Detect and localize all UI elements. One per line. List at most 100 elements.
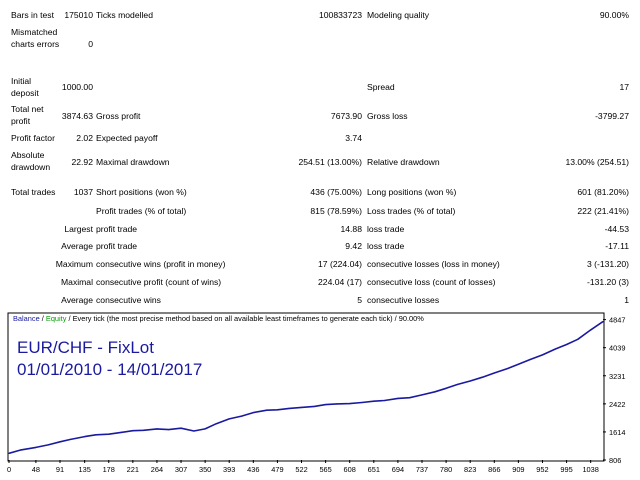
ticks-modelled-value: 100833723 bbox=[318, 10, 362, 20]
bars-in-test-label: Bars in test bbox=[11, 10, 54, 20]
gross-profit-label: Gross profit bbox=[96, 111, 141, 121]
y-tick-label-4: 1614 bbox=[609, 428, 625, 437]
legend-rest: / Every tick (the most precise method ba… bbox=[66, 314, 424, 323]
average-consec-wins-label: consecutive wins bbox=[96, 295, 161, 305]
series-point-8 bbox=[108, 433, 110, 435]
mismatched-label: Mismatched charts errors bbox=[11, 27, 60, 49]
maximal-wins-label: consecutive profit (count of wins) bbox=[96, 277, 222, 287]
total-net-profit-value: 3874.63 bbox=[61, 111, 93, 121]
series-point-26 bbox=[325, 404, 327, 406]
series-point-3 bbox=[47, 444, 49, 446]
loss-trades-label: Loss trades (% of total) bbox=[367, 206, 456, 216]
x-tick-label-10: 436 bbox=[247, 465, 259, 474]
x-tick-label-0: 0 bbox=[7, 465, 11, 474]
x-tick-label-2: 91 bbox=[56, 465, 64, 474]
total-trades-label: Total trades bbox=[11, 187, 56, 197]
average-profit-value: 9.42 bbox=[345, 241, 362, 251]
profit-factor-value: 2.02 bbox=[76, 133, 93, 143]
series-point-19 bbox=[241, 415, 243, 417]
x-tick-label-16: 694 bbox=[392, 465, 404, 474]
initial-deposit-label: Initial deposit bbox=[11, 76, 39, 98]
absolute-drawdown-label: Absolute drawdown bbox=[11, 150, 51, 172]
y-tick-label-5: 806 bbox=[609, 456, 621, 465]
spread-label: Spread bbox=[367, 82, 395, 92]
x-tick-label-23: 995 bbox=[560, 465, 572, 474]
series-point-24 bbox=[300, 406, 303, 408]
maximal-losses-value: -131.20 (3) bbox=[586, 277, 629, 287]
series-point-31 bbox=[383, 399, 386, 402]
series-point-23 bbox=[288, 407, 290, 409]
x-tick-label-19: 823 bbox=[464, 465, 476, 474]
profit-trades-value: 815 (78.59%) bbox=[310, 206, 362, 216]
chart-title-dates: 01/01/2010 - 14/01/2017 bbox=[17, 360, 202, 379]
x-tick-label-17: 737 bbox=[416, 465, 428, 474]
maximum-prefix: Maximum bbox=[55, 259, 93, 269]
average-prefix: Average bbox=[61, 241, 93, 251]
series-line-balance bbox=[8, 320, 604, 455]
gross-loss-value: -3799.27 bbox=[595, 111, 629, 121]
x-tick-label-4: 178 bbox=[103, 465, 115, 474]
series-point-30 bbox=[373, 400, 375, 402]
balance-chart-svg: 0 48 91 135 178 221 264 307 350 393 436 479 522 565 60… bbox=[7, 312, 625, 474]
total-net-profit-label: Total net profit bbox=[11, 104, 44, 126]
largest-loss-value: -44.53 bbox=[604, 224, 629, 234]
relative-drawdown-label: Relative drawdown bbox=[367, 157, 440, 167]
x-tick-label-14: 608 bbox=[344, 465, 356, 474]
x-tick-label-20: 866 bbox=[488, 465, 500, 474]
long-positions-value: 601 (81.20%) bbox=[577, 187, 629, 197]
series-point-4 bbox=[59, 441, 61, 443]
maximal-wins-value: 224.04 (17) bbox=[318, 277, 362, 287]
series-point-45 bbox=[554, 348, 557, 350]
expected-payoff-label: Expected payoff bbox=[96, 133, 158, 143]
maximum-wins-value: 17 (224.04) bbox=[318, 259, 362, 269]
bars-in-test-value: 175010 bbox=[64, 10, 93, 20]
maximum-wins-label: consecutive wins (profit in money) bbox=[96, 259, 226, 269]
series-point-33 bbox=[409, 397, 411, 399]
series-point-35 bbox=[434, 391, 436, 393]
x-tick-label-8: 350 bbox=[199, 465, 211, 474]
modeling-quality-label: Modeling quality bbox=[367, 10, 430, 20]
average-consec-wins-value: 5 bbox=[357, 295, 362, 305]
x-tick-label-3: 135 bbox=[78, 465, 90, 474]
series-point-21 bbox=[266, 409, 268, 411]
series-point-17 bbox=[215, 423, 217, 425]
series-point-10 bbox=[132, 430, 134, 432]
series-point-27 bbox=[336, 403, 338, 405]
series-point-44 bbox=[541, 354, 544, 356]
ticks-modelled-label: Ticks modelled bbox=[96, 10, 153, 20]
chart-legend: Balance / Equity / Every tick (the most … bbox=[13, 314, 424, 323]
largest-prefix: Largest bbox=[64, 224, 93, 234]
series-point-11 bbox=[142, 429, 145, 431]
series-point-38 bbox=[469, 380, 471, 382]
x-tick-label-6: 264 bbox=[151, 465, 163, 474]
series-point-46 bbox=[566, 343, 568, 346]
maximum-losses-label: consecutive losses (loss in money) bbox=[367, 259, 500, 269]
legend-equity: Equity bbox=[46, 314, 67, 323]
x-tick-label-7: 307 bbox=[175, 465, 187, 474]
y-tick-label-3: 2422 bbox=[609, 400, 625, 409]
average-loss-label: loss trade bbox=[367, 241, 405, 251]
largest-profit-label: profit trade bbox=[96, 224, 138, 234]
maximal-drawdown-label: Maximal drawdown bbox=[96, 157, 170, 167]
average-consec-prefix: Average bbox=[61, 295, 93, 305]
series-point-47 bbox=[577, 338, 579, 340]
legend-sep: / bbox=[40, 314, 46, 323]
series-point-49 bbox=[602, 321, 604, 323]
maximal-losses-label: consecutive loss (count of losses) bbox=[367, 277, 496, 287]
x-tick-label-22: 952 bbox=[536, 465, 548, 474]
initial-deposit-value: 1000.00 bbox=[61, 82, 93, 92]
modeling-quality-value: 90.00% bbox=[599, 10, 629, 20]
loss-trades-value: 222 (21.41%) bbox=[577, 206, 629, 216]
x-tick-label-21: 909 bbox=[512, 465, 524, 474]
series-point-34 bbox=[421, 394, 423, 396]
average-consec-losses-label: consecutive losses bbox=[367, 295, 440, 305]
maximum-losses-value: 3 (-131.20) bbox=[586, 259, 629, 269]
series-point-9 bbox=[120, 431, 122, 433]
series-point-48 bbox=[590, 329, 592, 331]
series-point-39 bbox=[481, 376, 484, 378]
average-profit-label: profit trade bbox=[96, 241, 138, 251]
spread-value: 17 bbox=[619, 82, 629, 92]
plot-frame bbox=[7, 312, 605, 462]
series-point-15 bbox=[193, 430, 195, 432]
series-point-1 bbox=[19, 449, 21, 451]
